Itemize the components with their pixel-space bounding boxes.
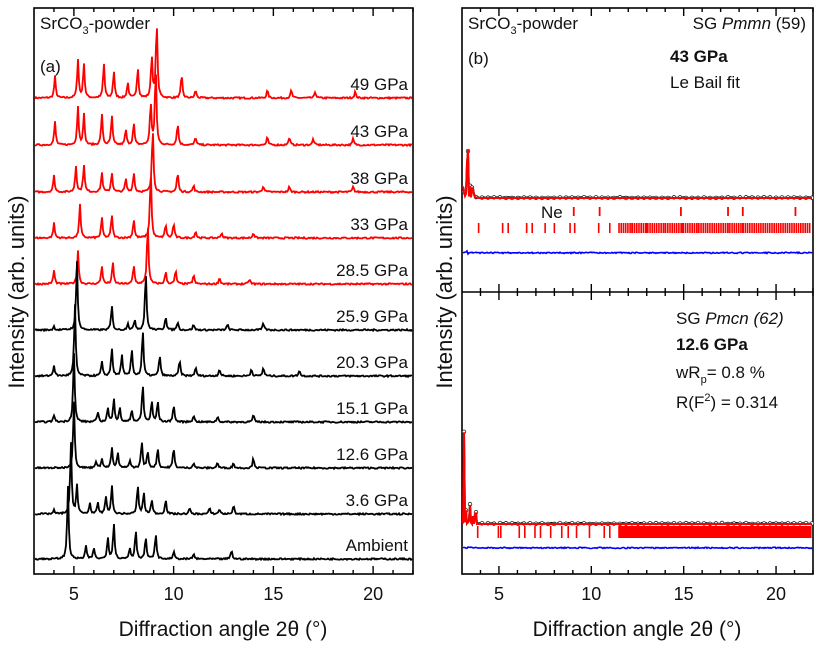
- calculated-line: [462, 432, 812, 526]
- panel-b-bottom-wrp: wRp= 0.8 %: [675, 363, 765, 386]
- panel-a-y-axis-title: Intensity (arb. units): [4, 195, 29, 388]
- x-tick-label: 15: [263, 584, 283, 604]
- difference-line: [463, 249, 813, 256]
- panel-a-x-axis-title: Diffraction angle 2θ (°): [119, 618, 328, 641]
- pattern-49-gpa: [34, 28, 413, 101]
- panel-b-top-method: Le Bail fit: [670, 73, 740, 92]
- panel-b-bottom-space-group: SG Pmcn (62): [676, 309, 784, 328]
- x-tick-label: 10: [164, 584, 184, 604]
- pressure-label: 25.9 GPa: [336, 307, 408, 326]
- panel-b-top-fit: [461, 148, 815, 256]
- pressure-label: 33 GPa: [350, 215, 408, 234]
- panel-b-bottom-pressure: 12.6 GPa: [676, 335, 748, 354]
- pressure-label: 3.6 GPa: [346, 491, 409, 510]
- x-tick-label: 15: [674, 584, 694, 604]
- panel-b-x-axis-title: Diffraction angle 2θ (°): [533, 618, 742, 641]
- panel-a-letter: (a): [40, 57, 61, 76]
- x-tick-label: 5: [69, 584, 79, 604]
- pattern-3-6-gpa: [34, 442, 413, 517]
- pressure-label: 20.3 GPa: [336, 353, 408, 372]
- x-tick-label: 20: [363, 584, 383, 604]
- pattern-15-1-gpa: [34, 353, 413, 425]
- panel-b-letter: (b): [468, 49, 489, 68]
- panel-b-sample-label: SrCO3-powder: [468, 14, 578, 37]
- pattern-25-9-gpa: [34, 261, 413, 333]
- panel-b-ne-label: Ne: [541, 203, 563, 222]
- panel-a-frame: [33, 7, 414, 575]
- pressure-label: 49 GPa: [350, 75, 408, 94]
- panel-b-x-tick-labels: 5 10 15 20: [494, 584, 786, 604]
- panel-a-x-tick-labels: 5 10 15 20: [69, 584, 383, 604]
- pattern-43-gpa: [34, 74, 413, 148]
- pressure-label: 43 GPa: [350, 122, 408, 141]
- pattern-33-gpa: [34, 176, 413, 241]
- pressure-label: Ambient: [346, 536, 409, 555]
- panel-a-patterns: [34, 28, 413, 562]
- observed-line: [462, 431, 813, 527]
- pattern-38-gpa: [34, 133, 412, 195]
- panel-b-top-pressure: 43 GPa: [670, 47, 728, 66]
- observed-line: [462, 151, 813, 200]
- x-tick-label: 20: [766, 584, 786, 604]
- panel-a-sample-label: SrCO3-powder: [40, 14, 150, 37]
- panel-b-y-axis-title: Intensity (arb. units): [432, 195, 457, 388]
- pressure-label: 28.5 GPa: [336, 261, 408, 280]
- pressure-label: 15.1 GPa: [336, 399, 408, 418]
- difference-line: [462, 546, 813, 550]
- pressure-label: 12.6 GPa: [336, 445, 408, 464]
- panel-a-pressure-labels: 49 GPa 43 GPa 38 GPa 33 GPa 28.5 GPa 25.9 GPa…: [336, 75, 408, 555]
- pattern-ambient: [34, 485, 413, 562]
- pattern-28-5-gpa: [34, 228, 413, 287]
- panel-a-x-ticks: [53, 8, 414, 574]
- pressure-label: 38 GPa: [350, 169, 408, 188]
- panel-b-top-space-group: SG Pmmn (59): [693, 14, 806, 33]
- panel-b-bottom-rf2: R(F2) = 0.314: [676, 392, 778, 412]
- panel-b-frame: [461, 7, 814, 575]
- x-tick-label: 10: [581, 584, 601, 604]
- calculated-line: [462, 150, 812, 199]
- x-tick-label: 5: [494, 584, 504, 604]
- pattern-20-3-gpa: [34, 304, 413, 379]
- panel-b-x-ticks: [479, 8, 814, 574]
- pattern-12-6-gpa: [34, 401, 413, 471]
- panel-b-bottom-fit: [461, 429, 815, 550]
